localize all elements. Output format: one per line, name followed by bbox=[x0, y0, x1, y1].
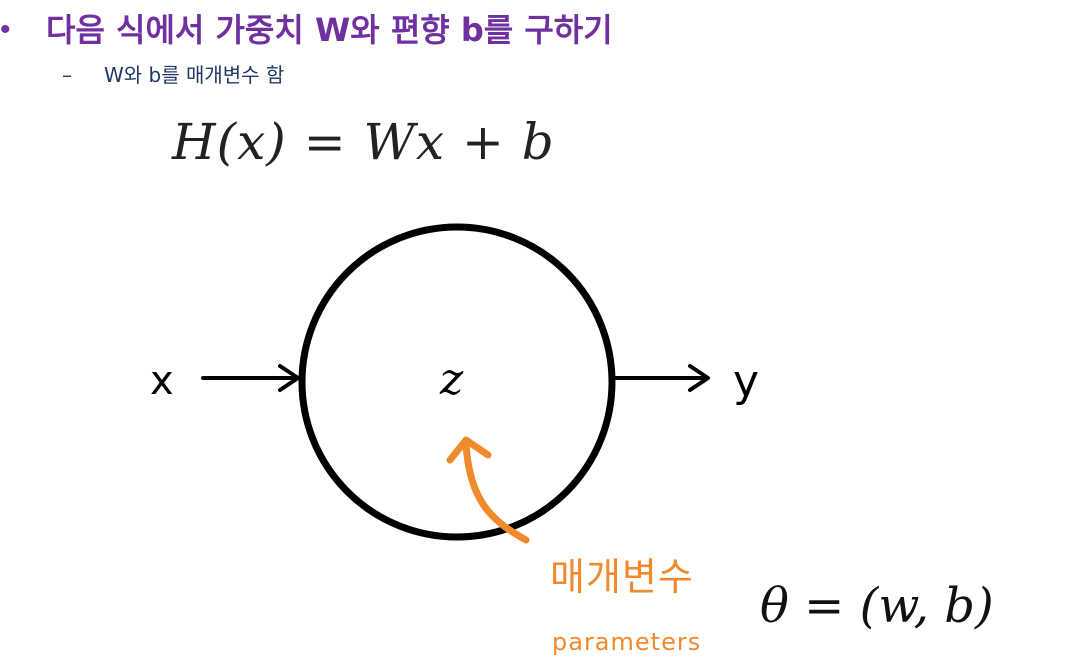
parameter-pointer-arrow bbox=[446, 436, 530, 544]
annotation-english: parameters bbox=[552, 628, 701, 656]
neuron-node-circle bbox=[298, 223, 616, 541]
node-label-z: z bbox=[439, 354, 464, 405]
input-label-x: x bbox=[150, 358, 174, 404]
bullet-point: • bbox=[0, 13, 11, 46]
output-label-y: y bbox=[733, 356, 759, 407]
slide-heading: 다음 식에서 가중치 W와 편향 b를 구하기 bbox=[46, 11, 613, 49]
hypothesis-equation: H(x) = Wx + b bbox=[172, 113, 555, 171]
theta-formula: θ = (w, b) bbox=[760, 578, 994, 634]
sub-bullet-text: W와 b를 매개변수 함 bbox=[104, 63, 285, 87]
output-arrow bbox=[612, 364, 710, 392]
annotation-korean: 매개변수 bbox=[550, 555, 694, 599]
sub-bullet-dash: – bbox=[62, 63, 72, 87]
input-arrow bbox=[201, 364, 300, 392]
